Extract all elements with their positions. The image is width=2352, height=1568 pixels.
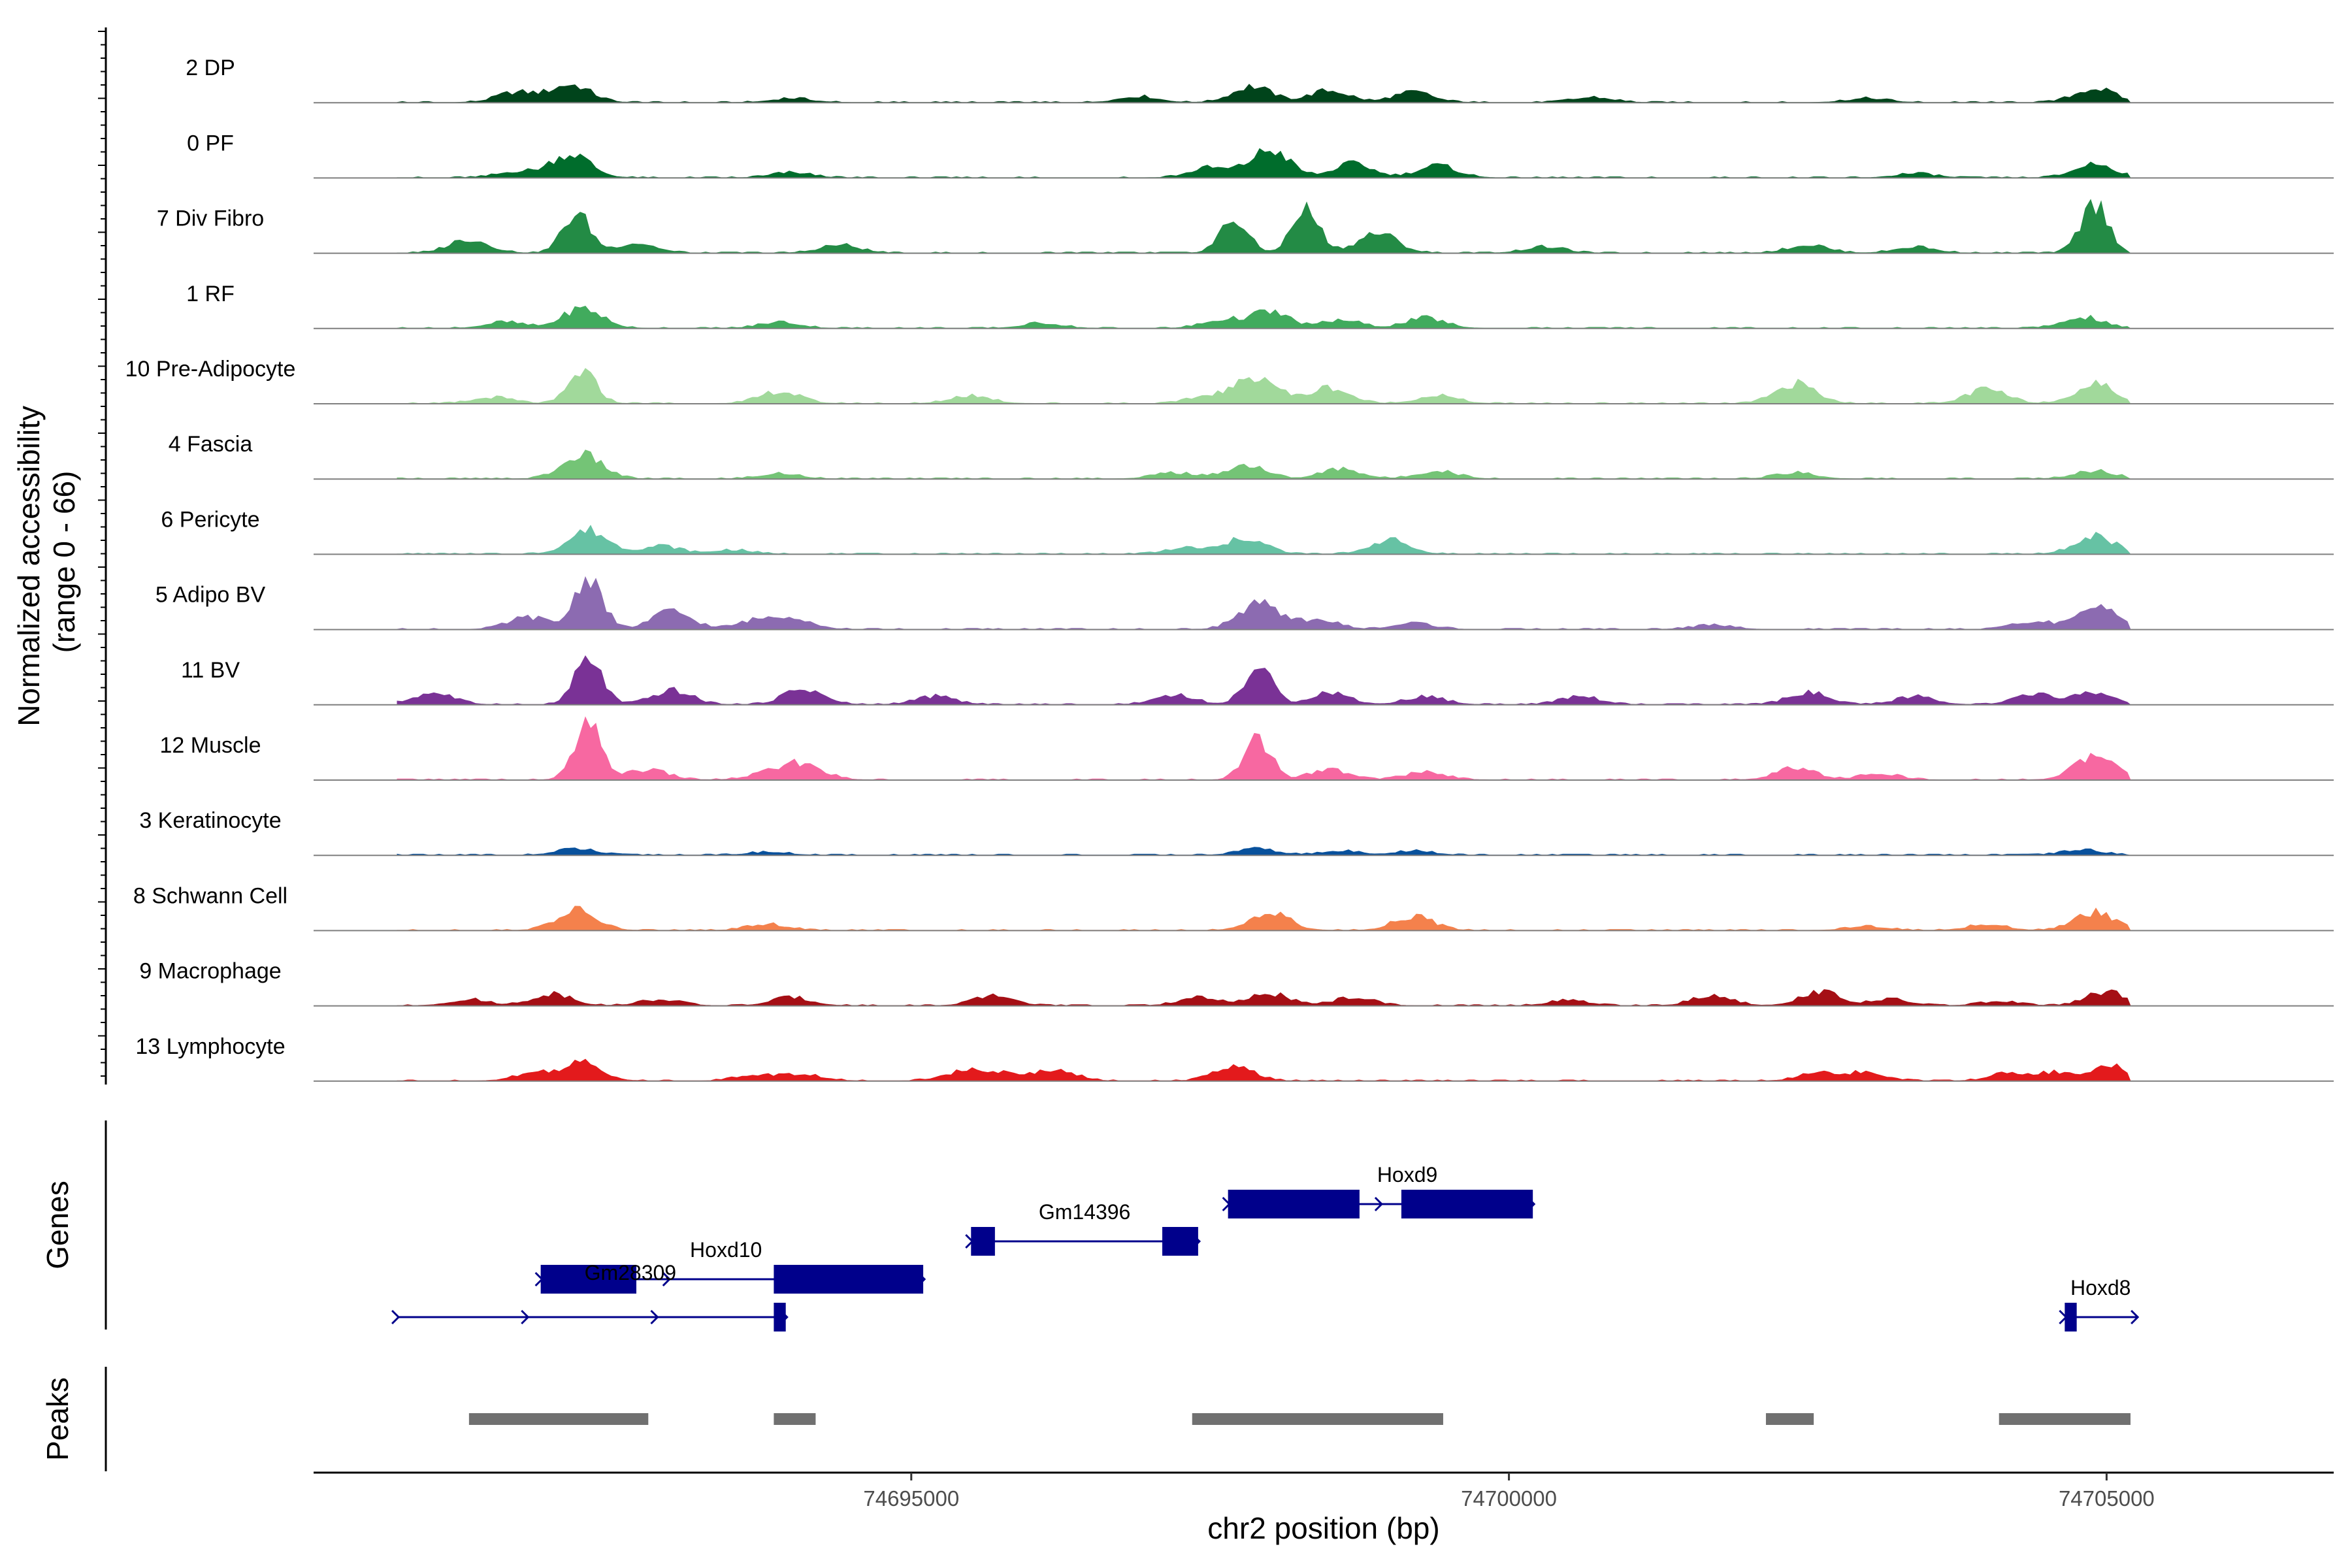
coverage-area	[397, 989, 2131, 1007]
gene-model: Hoxd8	[2059, 1276, 2140, 1331]
y-axis-title: Normalized accessibility (range 0 - 66)	[12, 397, 81, 727]
gene-label: Gm14396	[1039, 1200, 1131, 1224]
x-axis: 74695000 74700000 74705000 chr2 position (…	[314, 1471, 2334, 1545]
coverage-track: 12 Muscle	[160, 716, 2334, 781]
gene-exon	[540, 1265, 636, 1294]
track-label: 12 Muscle	[160, 733, 261, 758]
track-label: 9 Macrophage	[139, 959, 281, 984]
coverage-track: 6 Pericyte	[161, 507, 2334, 555]
coverage-track: 2 DP	[186, 56, 2334, 104]
strand-arrow	[662, 1271, 671, 1287]
coverage-area	[397, 199, 2132, 254]
coverage-area	[397, 576, 2131, 630]
coverage-area	[397, 84, 2132, 103]
coverage-area	[397, 847, 2131, 856]
coverage-track: 0 PF	[187, 131, 2334, 179]
y-axis-title-line-1: Normalized accessibility	[12, 406, 46, 727]
coverage-y-axis	[98, 27, 107, 1085]
coverage-tracks: 2 DP 0 PF 7 Div Fibro 1 RF 10 Pre-Adipocyte 4…	[125, 56, 2334, 1082]
track-label: 4 Fascia	[169, 432, 253, 457]
track-label: 11 BV	[181, 658, 240, 683]
gene-model: Gm28309	[391, 1261, 789, 1331]
coverage-area	[397, 306, 2132, 329]
peak-bar	[468, 1413, 649, 1425]
coverage-track: 10 Pre-Adipocyte	[125, 357, 2334, 404]
peak-bar	[774, 1413, 816, 1425]
peak-bar	[1192, 1413, 1443, 1425]
gene-label: Hoxd8	[2070, 1276, 2131, 1299]
track-label: 0 PF	[187, 131, 234, 155]
track-label: 2 DP	[186, 56, 235, 80]
x-axis-title: chr2 position (bp)	[1207, 1511, 1439, 1545]
x-tick-label: 74705000	[2059, 1486, 2155, 1511]
gene-model: Hoxd10	[534, 1238, 926, 1294]
gene-exon	[774, 1303, 786, 1331]
genes-panel: Genes Hoxd9 Gm14396 Hoxd10 Gm28309 Hoxd8	[41, 1120, 2140, 1331]
x-ticks: 74695000 74700000 74705000	[863, 1473, 2155, 1511]
peak-bars	[468, 1413, 2131, 1425]
genes-track-title: Genes	[41, 1181, 74, 1269]
strand-arrow	[650, 1309, 659, 1325]
gene-exon	[971, 1227, 995, 1256]
peaks-track-title: Peaks	[41, 1377, 74, 1461]
coverage-track: 1 RF	[186, 282, 2334, 329]
coverage-area	[397, 368, 2131, 404]
track-label: 8 Schwann Cell	[133, 883, 287, 908]
coverage-area	[397, 906, 2131, 931]
coverage-track: 4 Fascia	[169, 432, 2334, 480]
gene-model: Hoxd9	[1222, 1163, 1536, 1218]
peak-bar	[1999, 1413, 2131, 1425]
track-label: 6 Pericyte	[161, 507, 259, 532]
coverage-track: 3 Keratinocyte	[139, 808, 2334, 857]
strand-arrow	[2131, 1309, 2140, 1325]
track-label: 1 RF	[186, 282, 235, 306]
coverage-track: 13 Lymphocyte	[135, 1034, 2334, 1082]
gene-model: Gm14396	[965, 1200, 1201, 1256]
peaks-panel: Peaks	[41, 1367, 2131, 1471]
gene-exon	[1162, 1227, 1198, 1256]
track-label: 3 Keratinocyte	[139, 808, 281, 833]
gene-exon	[1228, 1190, 1360, 1218]
gene-label: Hoxd10	[690, 1238, 762, 1262]
coverage-area	[397, 655, 2132, 706]
coverage-area	[397, 148, 2131, 178]
gene-exon	[1401, 1190, 1533, 1218]
gene-models: Hoxd9 Gm14396 Hoxd10 Gm28309 Hoxd8	[391, 1163, 2140, 1331]
gene-label: Gm28309	[585, 1261, 677, 1284]
coverage-track: 5 Adipo BV	[155, 576, 2334, 630]
track-label: 10 Pre-Adipocyte	[125, 357, 296, 382]
coverage-track: 9 Macrophage	[139, 959, 2334, 1007]
coverage-area	[397, 716, 2131, 781]
coverage-track: 11 BV	[181, 655, 2334, 706]
x-tick-label: 74695000	[863, 1486, 959, 1511]
gene-label: Hoxd9	[1377, 1163, 1438, 1186]
strand-arrow	[1374, 1196, 1384, 1212]
gene-exon	[2065, 1303, 2077, 1331]
y-axis-title-line-2: (range 0 - 66)	[47, 471, 81, 653]
coverage-area	[397, 449, 2131, 480]
coverage-area	[397, 525, 2132, 555]
track-label: 7 Div Fibro	[157, 206, 264, 231]
coverage-track: 7 Div Fibro	[157, 199, 2334, 254]
coverage-track: 8 Schwann Cell	[133, 883, 2334, 932]
strand-arrow	[391, 1309, 400, 1325]
x-tick-label: 74700000	[1461, 1486, 1557, 1511]
track-label: 13 Lymphocyte	[135, 1034, 285, 1059]
gene-exon	[774, 1265, 924, 1294]
strand-arrow	[521, 1309, 530, 1325]
peak-bar	[1765, 1413, 1814, 1425]
track-label: 5 Adipo BV	[155, 583, 266, 608]
coverage-area	[397, 1058, 2131, 1082]
